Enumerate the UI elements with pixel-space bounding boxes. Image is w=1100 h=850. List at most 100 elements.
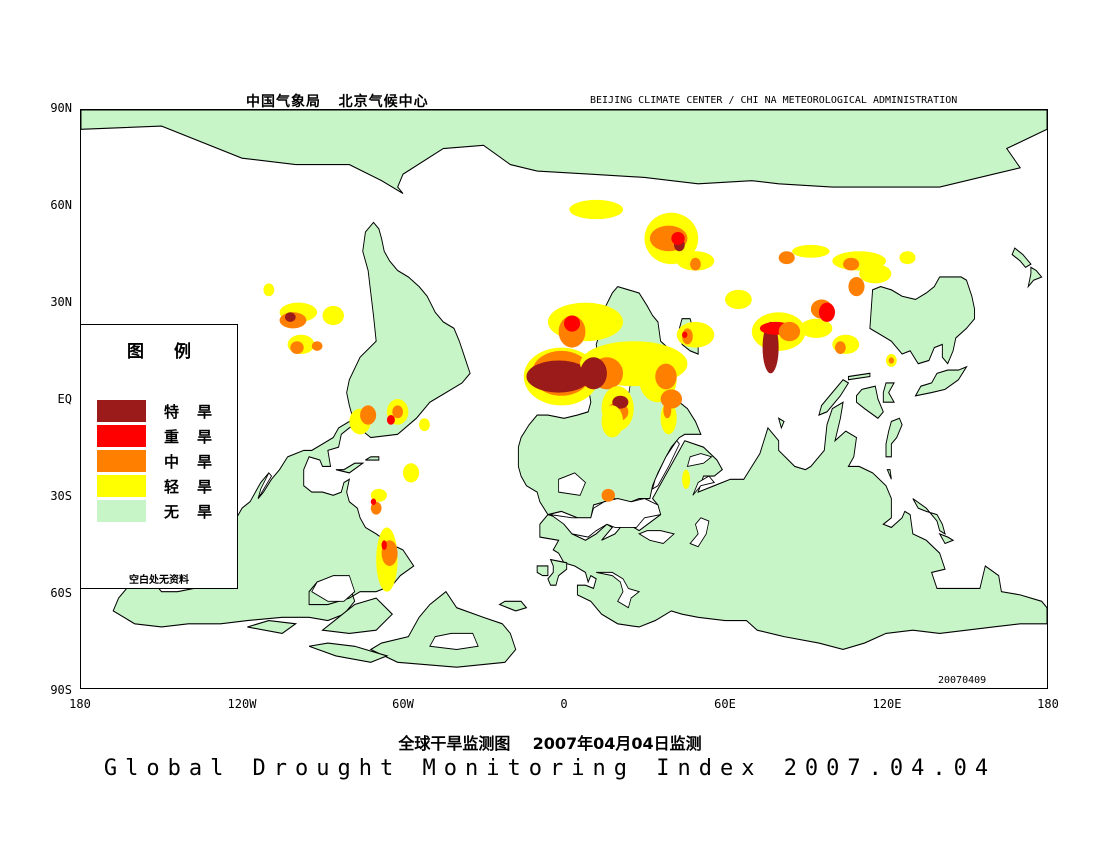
legend-label-severe: 重旱 xyxy=(164,427,231,446)
great-britain xyxy=(547,558,568,586)
hudson-bay xyxy=(311,575,356,602)
legend-swatch-moderate xyxy=(97,450,146,472)
lat-tick-60n: 60N xyxy=(50,198,72,212)
hokkaido xyxy=(938,532,955,545)
legend-title: 图例 xyxy=(127,342,221,362)
legend-swatch-none xyxy=(97,500,146,522)
legend-label-none: 无旱 xyxy=(164,502,231,521)
title-english: Global Drought Monitoring Index 2007.04.… xyxy=(103,756,997,781)
lon-tick-180e: 180 xyxy=(1037,697,1059,711)
black-sea xyxy=(638,530,675,545)
drought-patch-severe xyxy=(671,232,685,245)
drought-patch-light xyxy=(601,405,624,438)
title-chinese: 全球干旱监测图 2007年04月04日监测 xyxy=(398,734,702,753)
drought-patch-severe xyxy=(381,540,387,550)
antarctica xyxy=(81,110,1047,194)
greenland-ice xyxy=(429,632,479,650)
header-agency-en: BEIJING CLIMATE CENTER / CHI NA METEOROL… xyxy=(590,95,958,106)
drought-patch-severe xyxy=(370,498,377,505)
drought-patch-severe xyxy=(818,302,836,322)
drought-patch-severe xyxy=(564,315,581,332)
lon-tick-120e: 120E xyxy=(872,697,902,711)
drought-patch-moderate xyxy=(848,276,865,297)
drought-patch-light xyxy=(403,463,420,483)
new-zealand-south xyxy=(1011,247,1032,269)
drought-patch-moderate xyxy=(370,501,382,515)
lat-tick-90s: 90S xyxy=(50,683,72,697)
mediterranean xyxy=(550,498,662,538)
drought-patch-light xyxy=(322,305,344,326)
lon-tick-0: 0 xyxy=(560,697,568,711)
legend-no-data-note: 空白处无资料 xyxy=(129,575,189,586)
drought-patch-light xyxy=(419,418,430,432)
eurasia xyxy=(539,401,1047,651)
legend-box: 图例 特旱 重旱 中旱 轻旱 无旱 空白处无资料 xyxy=(80,324,238,589)
drought-patch-light xyxy=(263,283,275,297)
victoria-island xyxy=(247,619,298,634)
legend-swatch-light xyxy=(97,475,146,497)
new-guinea xyxy=(914,365,968,397)
drought-patch-moderate xyxy=(360,405,377,425)
lat-tick-60s: 60S xyxy=(50,586,72,600)
legend-label-moderate: 中旱 xyxy=(164,452,231,471)
drought-patch-severe xyxy=(386,415,395,425)
java xyxy=(847,372,871,381)
drought-patch-light xyxy=(569,199,624,220)
legend-item-severe: 重旱 xyxy=(97,425,230,447)
drought-patch-light xyxy=(792,244,830,258)
sumatra xyxy=(818,379,850,416)
date-stamp: 20070409 xyxy=(938,675,987,686)
drought-patch-moderate xyxy=(660,389,683,409)
drought-patch-extreme xyxy=(612,395,629,409)
drought-patch-moderate xyxy=(655,363,677,390)
cuba xyxy=(335,462,365,474)
ellesmere-island xyxy=(308,642,389,663)
lon-tick-180w: 180 xyxy=(69,697,91,711)
drought-patch-moderate xyxy=(778,251,795,265)
new-zealand-north xyxy=(1027,266,1043,289)
legend-item-moderate: 中旱 xyxy=(97,450,230,472)
lat-tick-30n: 30N xyxy=(50,295,72,309)
australia xyxy=(869,276,976,365)
legend-item-none: 无旱 xyxy=(97,500,230,522)
greenland xyxy=(369,590,517,668)
arabian-empty-quarter xyxy=(686,453,713,468)
lat-tick-eq: EQ xyxy=(57,392,72,406)
drought-patch-extreme xyxy=(580,357,607,390)
drought-patch-moderate xyxy=(778,321,801,342)
legend-swatch-severe xyxy=(97,425,146,447)
hispaniola xyxy=(365,456,380,461)
drought-patch-moderate xyxy=(311,341,323,351)
drought-patch-moderate xyxy=(690,257,701,271)
sahara-nodata xyxy=(558,472,586,496)
legend-item-extreme: 特旱 xyxy=(97,400,230,422)
drought-patch-moderate xyxy=(888,357,895,364)
world-map-svg xyxy=(81,110,1047,688)
drought-layer xyxy=(263,199,916,592)
caspian-sea xyxy=(689,517,710,548)
lon-tick-60w: 60W xyxy=(392,697,414,711)
philippines xyxy=(885,417,903,458)
taiwan xyxy=(886,469,892,480)
drought-patch-extreme xyxy=(526,360,591,393)
lon-tick-60e: 60E xyxy=(714,697,736,711)
baffin-island xyxy=(321,597,394,634)
drought-patch-severe xyxy=(682,331,688,338)
legend-label-extreme: 特旱 xyxy=(164,402,231,421)
header-agency-cn: 中国气象局 北京气候中心 xyxy=(246,94,429,110)
red-sea xyxy=(651,440,680,490)
drought-patch-moderate xyxy=(843,257,860,271)
drought-patch-light xyxy=(370,488,387,502)
borneo xyxy=(856,385,884,419)
drought-patch-light xyxy=(682,469,691,489)
legend-label-light: 轻旱 xyxy=(164,477,231,496)
drought-patch-light xyxy=(899,251,916,265)
drought-patch-light xyxy=(800,318,833,338)
land-layer xyxy=(81,110,1047,668)
drought-patch-moderate xyxy=(290,341,304,355)
drought-patch-light xyxy=(859,264,892,284)
persian-gulf xyxy=(692,475,716,496)
drought-patch-moderate xyxy=(601,488,615,502)
japan xyxy=(912,498,946,535)
lat-tick-30s: 30S xyxy=(50,489,72,503)
